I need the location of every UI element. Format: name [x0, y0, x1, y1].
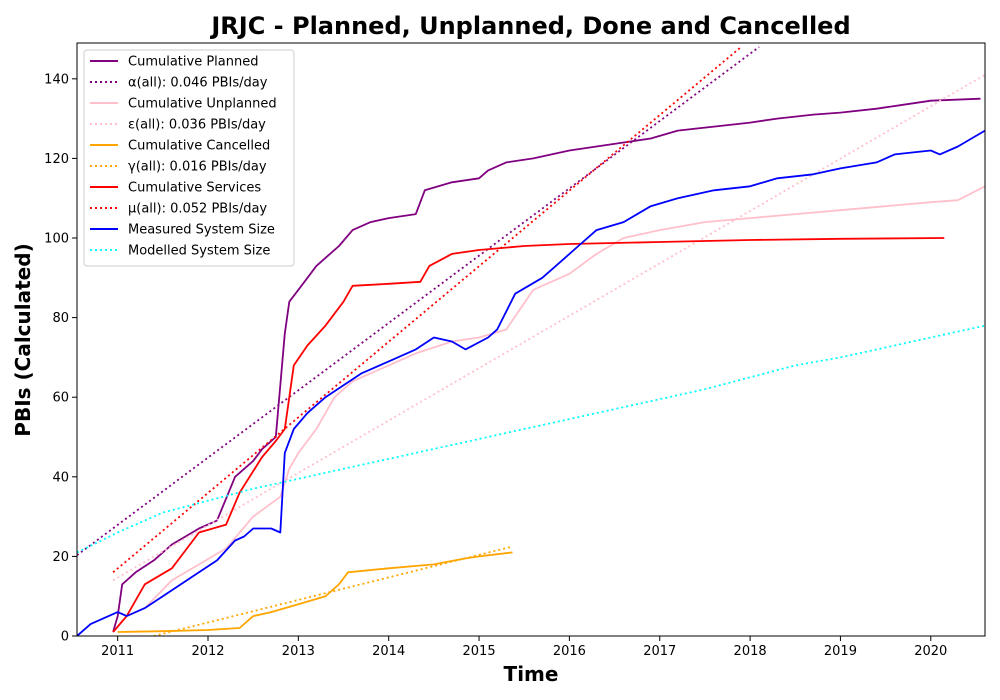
x-tick-label: 2018 [734, 644, 767, 659]
series-line-modelled-system-size [77, 324, 985, 554]
legend-label-cumulative-unplanned: Cumulative Unplanned [128, 97, 277, 112]
y-tick-label: 120 [44, 152, 69, 167]
series-line-measured-system-size [77, 129, 985, 636]
y-tick-label: 140 [44, 72, 69, 87]
y-tick-label: 40 [52, 470, 69, 485]
legend-label-cumulative-cancelled: Cumulative Cancelled [128, 139, 270, 154]
series-line-cumulative-unplanned [112, 185, 985, 633]
legend-label-all-0-036-pbis-day: ε(all): 0.036 PBIs/day [128, 118, 266, 133]
legend: Cumulative Planned α(all): 0.046 PBIs/day… [83, 49, 295, 267]
x-tick-label: 2013 [282, 644, 315, 659]
x-tick-label: 2012 [191, 644, 224, 659]
series-line-cumulative-services [112, 237, 945, 633]
plot-frame [76, 42, 986, 637]
x-tick-label: 2020 [914, 644, 947, 659]
y-axis-label: PBIs (Calculated) [11, 243, 35, 436]
legend-label-all-0-046-pbis-day: α(all): 0.046 PBIs/day [128, 76, 268, 91]
x-axis-label: Time [504, 662, 559, 686]
x-tick-label: 2017 [643, 644, 676, 659]
legend-label-cumulative-planned: Cumulative Planned [128, 55, 258, 70]
x-tick-label: 2019 [824, 644, 857, 659]
series-line-all-0-046-pbis-day [77, 46, 760, 556]
y-tick-label: 60 [52, 391, 69, 406]
legend-label-all-0-052-pbis-day: μ(all): 0.052 PBIs/day [128, 202, 267, 217]
legend-label-all-0-016-pbis-day: γ(all): 0.016 PBIs/day [128, 160, 267, 175]
x-tick-label: 2016 [553, 644, 586, 659]
legend-label-modelled-system-size: Modelled System Size [128, 244, 270, 259]
y-tick-label: 0 [61, 630, 69, 645]
chart-title: JRJC - Planned, Unplanned, Done and Canc… [209, 12, 850, 40]
legend-box [83, 49, 295, 267]
y-tick-label: 20 [52, 550, 69, 565]
x-axis: 2011 2012 2013 2014 2015 2016 2017 2018 2019 2020 [101, 636, 947, 659]
y-tick-label: 80 [52, 311, 69, 326]
series-line-all-0-052-pbis-day [112, 46, 742, 573]
y-axis: 0 20 40 60 80 100 120 140 [44, 72, 77, 645]
x-tick-label: 2015 [463, 644, 496, 659]
series-line-all-0-016-pbis-day [153, 545, 513, 636]
x-tick-label: 2011 [101, 644, 134, 659]
y-tick-label: 100 [44, 232, 69, 247]
legend-label-cumulative-services: Cumulative Services [128, 181, 261, 196]
series-line-cumulative-planned [112, 97, 981, 633]
series-layer [77, 46, 985, 636]
x-tick-label: 2014 [372, 644, 405, 659]
legend-label-measured-system-size: Measured System Size [128, 223, 275, 238]
